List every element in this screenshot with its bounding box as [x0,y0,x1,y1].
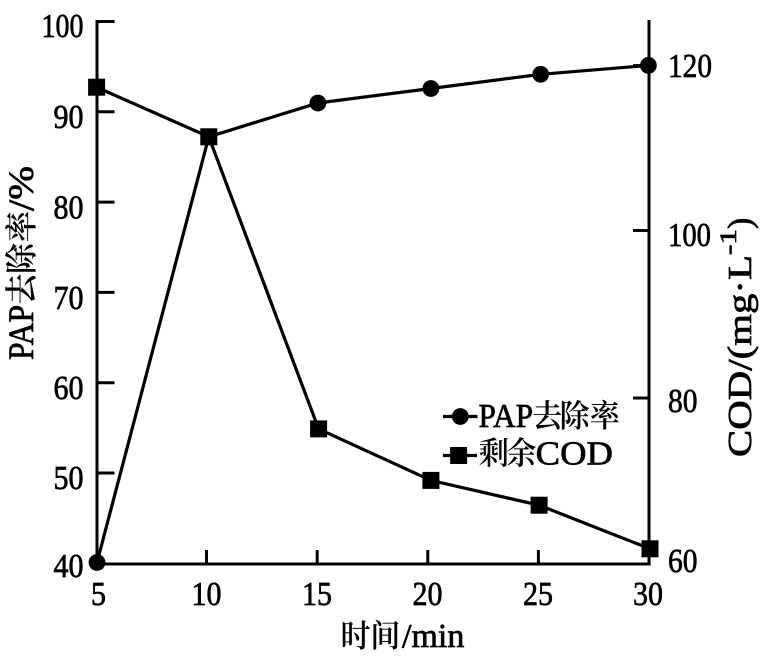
svg-text:-1: -1 [716,229,741,255]
svg-text:PAP: PAP [1,305,41,360]
svg-text:5: 5 [91,576,106,613]
svg-text:): ) [722,218,759,229]
svg-text:100: 100 [668,217,711,254]
svg-text:25: 25 [523,576,553,613]
svg-text:/%: /% [1,166,41,211]
svg-text:80: 80 [668,383,698,420]
svg-text:30: 30 [633,576,663,613]
svg-text:60: 60 [54,370,84,407]
svg-text:15: 15 [302,576,332,613]
svg-text:20: 20 [413,576,443,613]
svg-text:10: 10 [192,576,222,613]
svg-text:50: 50 [54,460,84,497]
svg-text:COD/(mg·L: COD/(mg·L [722,255,759,457]
svg-text:120: 120 [668,48,712,85]
svg-text:60: 60 [668,543,698,580]
svg-text:PAP: PAP [479,398,534,435]
svg-text:/min: /min [402,618,464,655]
svg-text:40: 40 [54,548,84,585]
svg-text:90: 90 [54,99,84,136]
svg-text:70: 70 [54,280,84,317]
svg-text:80: 80 [54,190,84,227]
svg-text:100: 100 [42,8,84,45]
svg-text:COD: COD [536,435,613,472]
